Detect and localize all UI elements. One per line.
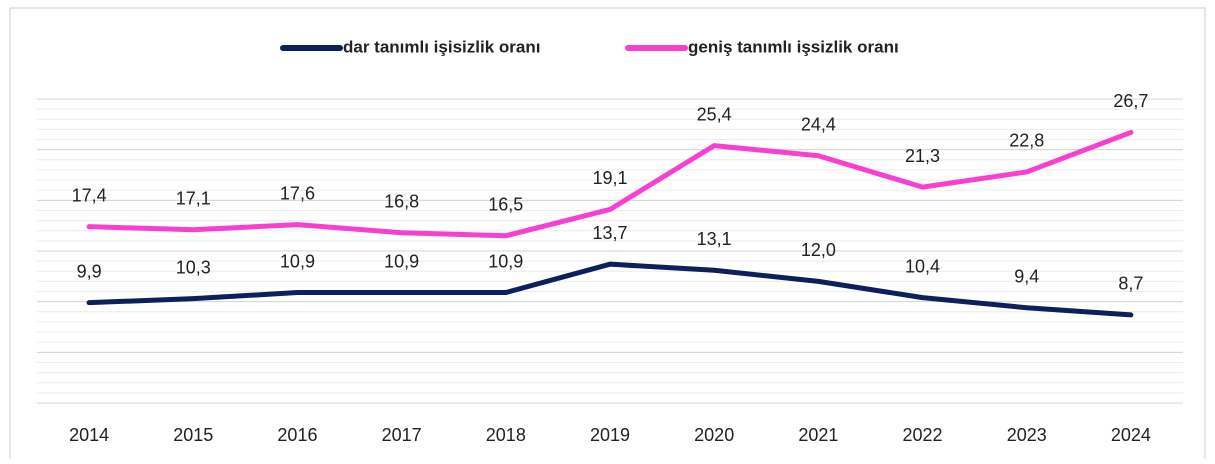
x-tick-label: 2020	[694, 425, 734, 445]
legend-label: dar tanımlı işisizlik oranı	[343, 37, 540, 56]
data-label: 13,7	[592, 223, 627, 243]
data-label: 25,4	[697, 104, 732, 124]
x-tick-label: 2024	[1111, 425, 1151, 445]
data-label: 10,3	[176, 257, 211, 277]
data-label: 13,1	[697, 229, 732, 249]
x-tick-label: 2021	[798, 425, 838, 445]
x-tick-label: 2022	[903, 425, 943, 445]
x-tick-label: 2018	[486, 425, 526, 445]
chart-frame	[9, 7, 1206, 464]
data-label: 17,6	[280, 183, 315, 203]
x-tick-label: 2017	[382, 425, 422, 445]
x-tick-label: 2019	[590, 425, 630, 445]
x-tick-label: 2023	[1007, 425, 1047, 445]
x-tick-label: 2016	[277, 425, 317, 445]
data-label: 10,9	[384, 251, 419, 271]
series-line	[86, 129, 1134, 239]
data-label: 17,1	[176, 188, 211, 208]
data-label: 16,8	[384, 192, 419, 212]
data-label: 17,4	[72, 185, 107, 205]
legend-label: geniş tanımlı işsizlik oranı	[688, 37, 899, 56]
data-label: 26,7	[1113, 91, 1148, 111]
x-tick-label: 2014	[69, 425, 109, 445]
series-line	[86, 261, 1134, 318]
data-label: 12,0	[801, 240, 836, 260]
data-label: 8,7	[1118, 274, 1143, 294]
x-tick-label: 2015	[173, 425, 213, 445]
data-label: 21,3	[905, 146, 940, 166]
data-label: 10,9	[280, 251, 315, 271]
data-label: 9,4	[1014, 266, 1039, 286]
data-label: 9,9	[77, 261, 102, 281]
data-label: 10,4	[905, 256, 940, 276]
data-label: 16,5	[488, 195, 523, 215]
data-label: 19,1	[592, 168, 627, 188]
data-label: 24,4	[801, 114, 836, 134]
data-label: 22,8	[1009, 131, 1044, 151]
data-label: 10,9	[488, 251, 523, 271]
